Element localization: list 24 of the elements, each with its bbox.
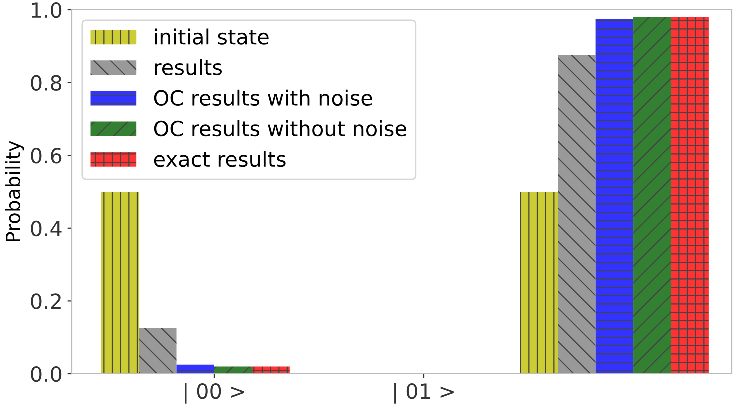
legend-label: results [155, 59, 222, 76]
bar [558, 56, 596, 374]
bar [596, 19, 634, 374]
legend-label: exact results [154, 151, 286, 168]
bar [252, 366, 290, 374]
x-tick-label: | 00 > [185, 383, 244, 404]
bar [634, 17, 672, 374]
y-axis-title: Probability [5, 141, 24, 242]
bar [176, 364, 214, 374]
x-tick-label: | 01 > [394, 383, 454, 404]
y-tick-label: 0.0 [31, 366, 62, 382]
bar [139, 328, 177, 374]
bar [671, 17, 709, 374]
legend-label: OC results without noise [154, 120, 406, 137]
y-tick-label: 0.6 [31, 148, 62, 164]
bar [101, 192, 140, 374]
bar [214, 366, 252, 374]
y-tick-label: 0.8 [31, 75, 62, 92]
y-tick-label: 0.4 [31, 220, 62, 237]
y-tick-label: 1.0 [32, 2, 62, 18]
legend-label: OC results with noise [154, 90, 372, 106]
y-tick-label: 0.2 [31, 294, 61, 310]
bar [520, 192, 558, 374]
legend-label: initial state [155, 28, 269, 45]
